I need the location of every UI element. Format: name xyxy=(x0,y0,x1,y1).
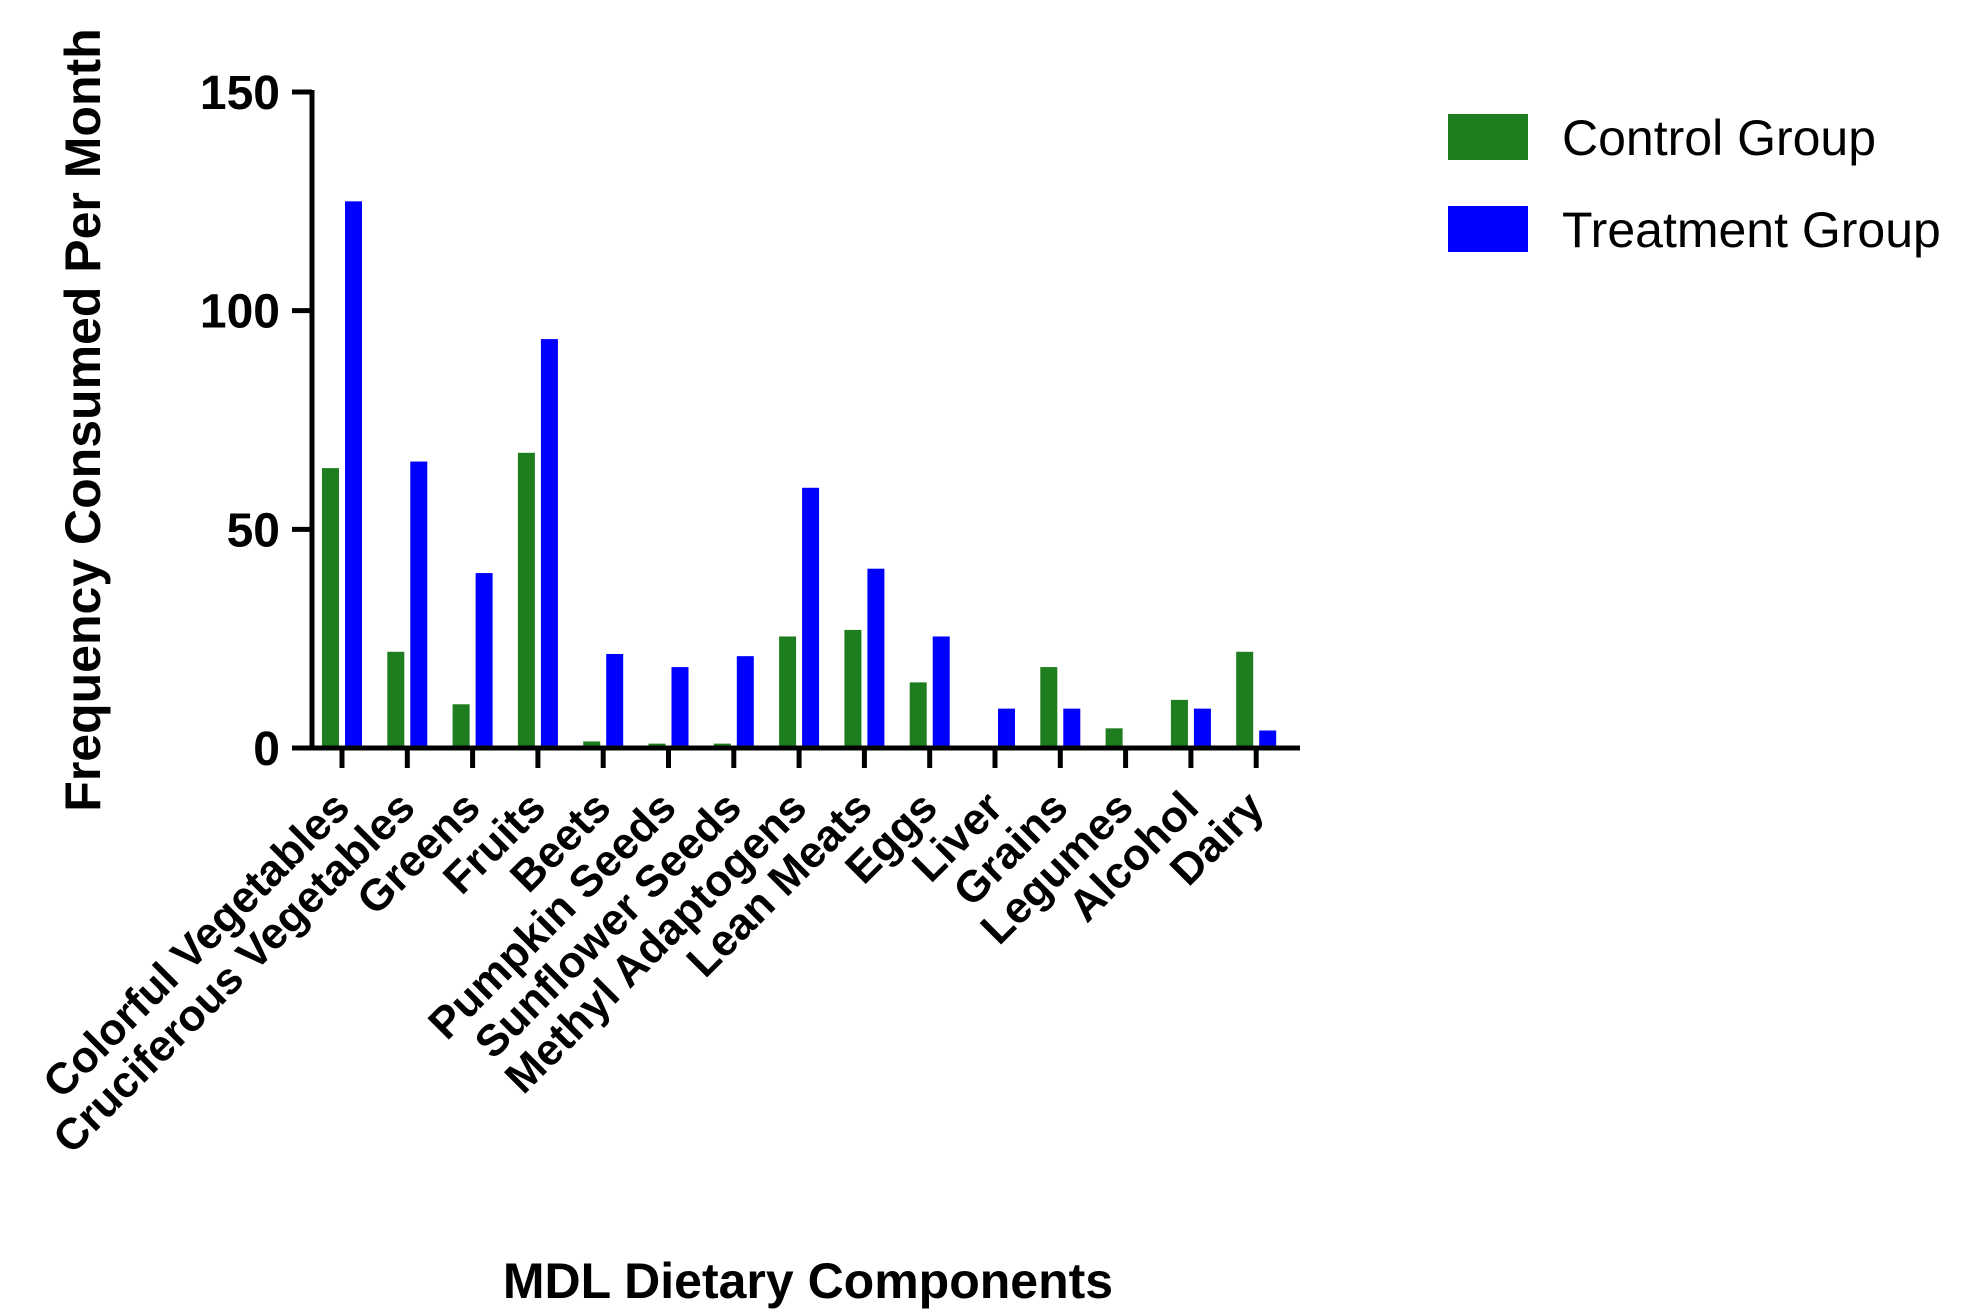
y-tick-label: 50 xyxy=(227,504,280,557)
bar-treatment-group xyxy=(736,656,754,748)
bar-treatment-group xyxy=(475,573,493,748)
legend-label: Control Group xyxy=(1562,110,1876,166)
y-tick-label: 0 xyxy=(253,723,280,776)
x-tick-label: Colorful Vegetables xyxy=(34,782,359,1107)
bar-control-group xyxy=(909,682,927,748)
bar-control-group xyxy=(779,636,797,748)
legend: Control Group Treatment Group xyxy=(1448,110,1941,258)
legend-swatch xyxy=(1448,206,1528,252)
y-axis-ticks: 0 50 100 150 xyxy=(200,67,312,776)
bar-treatment-group xyxy=(1193,708,1211,748)
y-tick-label: 100 xyxy=(200,286,280,339)
legend-label: Treatment Group xyxy=(1562,202,1941,258)
bar-treatment-group xyxy=(410,461,428,748)
bar-control-group xyxy=(452,704,470,748)
bars xyxy=(322,201,1277,749)
y-axis-title: Frequency Consumed Per Month xyxy=(55,28,111,811)
bar-control-group xyxy=(1040,667,1058,748)
bar-treatment-group xyxy=(998,708,1015,748)
bar-control-group xyxy=(517,452,535,748)
bar-treatment-group xyxy=(671,667,689,748)
bar-treatment-group xyxy=(932,636,950,748)
bar-control-group xyxy=(844,629,862,748)
bar-control-group xyxy=(583,741,601,748)
bar-treatment-group xyxy=(867,568,885,748)
bar-control-group xyxy=(322,468,339,748)
bar-treatment-group xyxy=(606,653,624,748)
bar-treatment-group xyxy=(1063,708,1081,748)
x-axis-title: MDL Dietary Components xyxy=(503,1253,1113,1309)
x-tick-label: Cruciferous Vegetables xyxy=(44,782,424,1162)
bar-treatment-group xyxy=(1259,730,1277,748)
bar-treatment-group xyxy=(540,339,558,748)
bar-treatment-group xyxy=(802,487,820,748)
bar-control-group xyxy=(1105,728,1123,748)
legend-swatch xyxy=(1448,114,1528,160)
bar-control-group xyxy=(387,651,405,748)
bar-treatment-group xyxy=(345,201,362,749)
bar-control-group xyxy=(1236,651,1254,748)
y-tick-label: 150 xyxy=(200,67,280,120)
bar-control-group xyxy=(1170,699,1188,748)
